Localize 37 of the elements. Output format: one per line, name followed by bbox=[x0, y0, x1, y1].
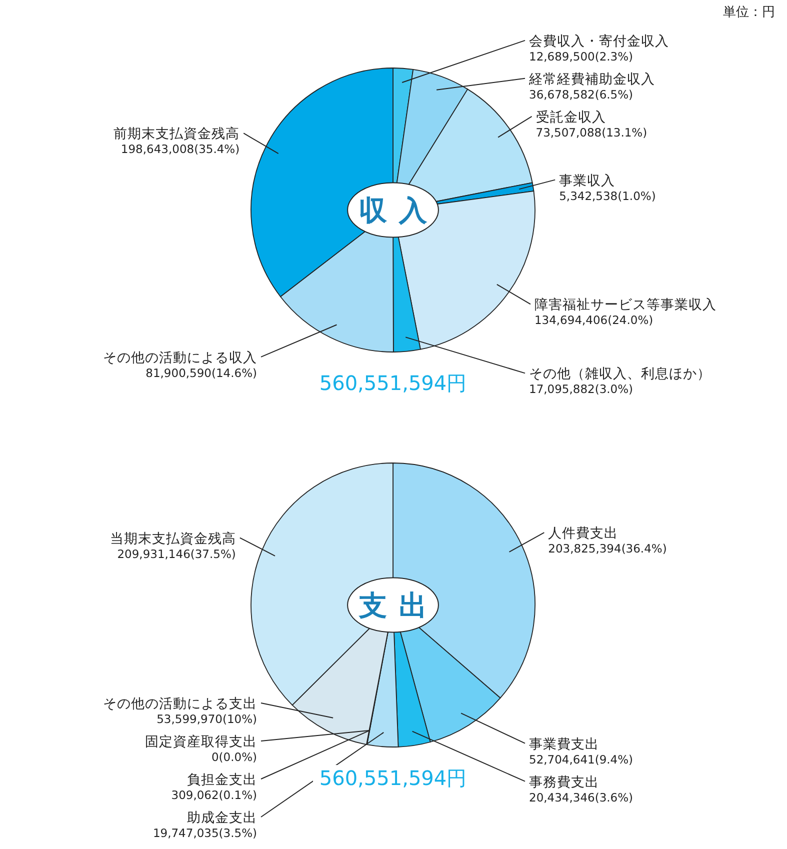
slice-label: その他の活動による収入 bbox=[103, 350, 257, 366]
data-label: 12,689,500(2.3%) bbox=[529, 49, 634, 64]
data-label: 134,694,406(24.0%) bbox=[534, 313, 654, 328]
data-label: 20,434,346(3.6%) bbox=[529, 790, 634, 804]
text: 収入 bbox=[359, 194, 439, 227]
data-label: 73,507,088(13.1%) bbox=[536, 125, 648, 140]
slice-label: 前期末支払資金残高 bbox=[114, 126, 240, 142]
data-label: 81,900,590(14.6%) bbox=[146, 366, 257, 380]
slice-label: 経常経費補助金収入 bbox=[528, 71, 655, 88]
slice-label: 事務費支出 bbox=[529, 774, 599, 790]
data-label: 209,931,146(37.5%) bbox=[117, 546, 236, 561]
data-label: 53,599,970(10%) bbox=[156, 712, 257, 726]
data-label: 203,825,394(36.4%) bbox=[548, 542, 667, 556]
slice-label: 受託金収入 bbox=[536, 109, 606, 126]
data-label: 52,704,641(9.4%) bbox=[529, 752, 634, 766]
slice-label: 人件費支出 bbox=[548, 526, 618, 542]
text: 単位：円 bbox=[723, 5, 775, 20]
data-label: 309,062(0.1%) bbox=[171, 788, 257, 802]
slice-label: 負担金支出 bbox=[187, 772, 257, 788]
slice-label: その他の活動による支出 bbox=[103, 696, 257, 712]
text: 560,551,594円 bbox=[319, 371, 467, 395]
data-label: 17,095,882(3.0%) bbox=[529, 382, 634, 396]
slice-label: 助成金支出 bbox=[187, 810, 257, 826]
data-label: 5,342,538(1.0%) bbox=[559, 188, 656, 203]
slice-label: 事業費支出 bbox=[529, 736, 599, 752]
slice-label: 当期末支払資金残高 bbox=[110, 530, 236, 547]
slice-label: 会費収入・寄付金収入 bbox=[529, 33, 669, 50]
text: 560,551,594円 bbox=[319, 766, 467, 790]
text: 0(0.0%) bbox=[211, 750, 257, 764]
slice-label: 事業収入 bbox=[559, 172, 616, 189]
category-label: 固定資産取得支出 bbox=[145, 734, 257, 750]
slice-label: 障害福祉サービス等事業収入 bbox=[534, 297, 716, 314]
data-label: 36,678,582(6.5%) bbox=[529, 87, 634, 102]
data-label: 19,747,035(3.5%) bbox=[152, 826, 257, 840]
text: 支出 bbox=[358, 589, 439, 622]
data-label: 198,643,008(35.4%) bbox=[120, 142, 240, 156]
slice-label: その他（雑収入、利息ほか） bbox=[529, 366, 711, 382]
